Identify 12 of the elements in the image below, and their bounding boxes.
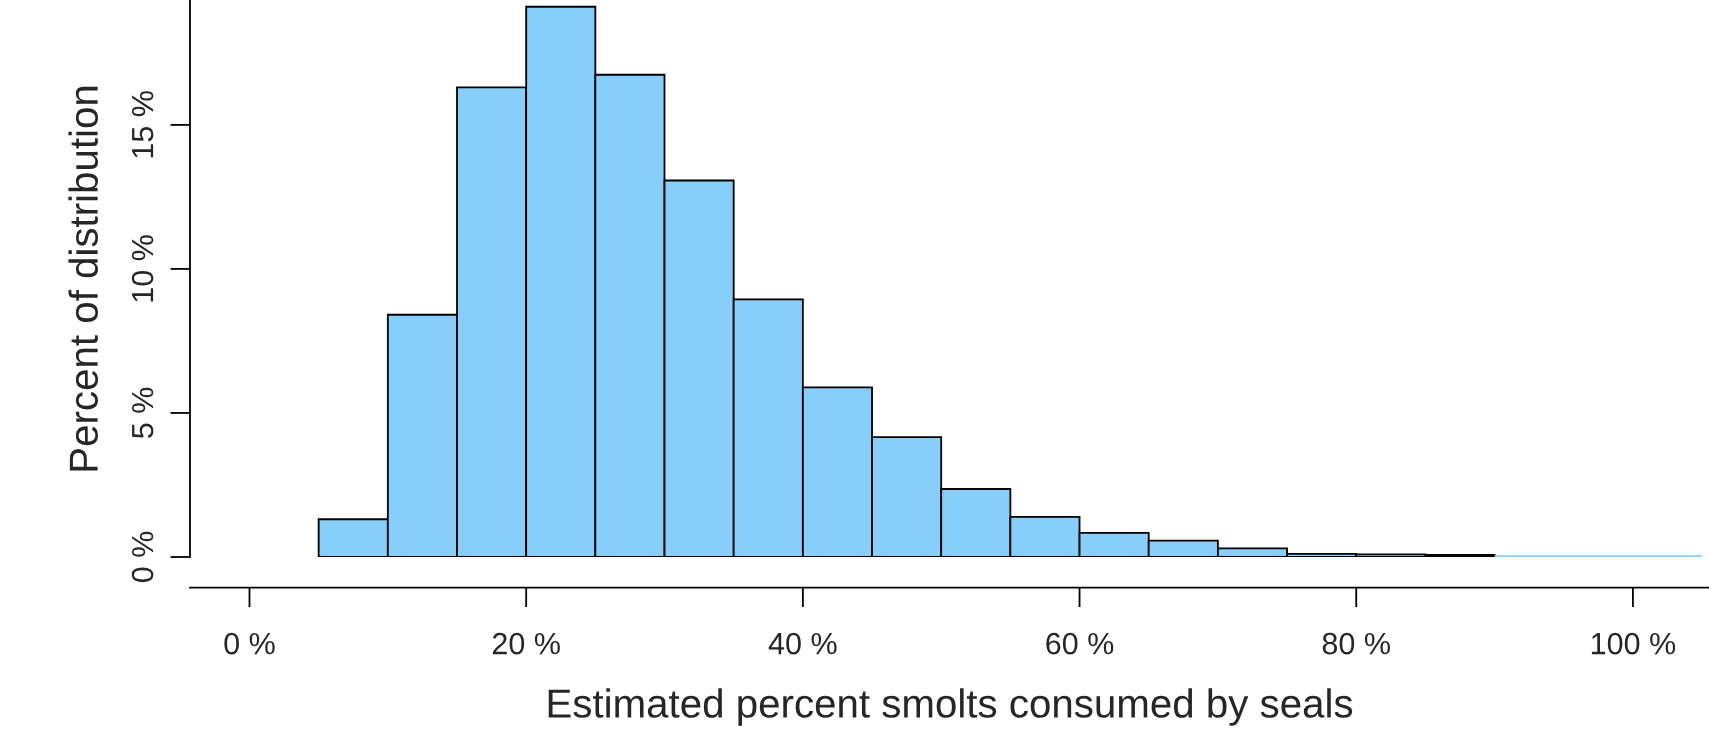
x-tick-label: 40 % <box>768 632 837 655</box>
y-tick-label: 5 % <box>131 387 154 439</box>
y-tick-label: 15 % <box>131 91 154 158</box>
x-tick-label: 80 % <box>1322 632 1390 655</box>
x-tick-label: 20 % <box>492 632 560 655</box>
y-tick-label: 10 % <box>131 235 154 302</box>
x-tick-label: 100 % <box>1591 632 1676 655</box>
y-axis-title: Percent of distribution <box>68 86 98 471</box>
x-tick-label: 0 % <box>224 632 275 655</box>
x-axis-title: Estimated percent smolts consumed by seals <box>548 688 1353 726</box>
x-tick-label: 60 % <box>1046 632 1114 655</box>
y-tick-label: 0 % <box>131 531 154 583</box>
